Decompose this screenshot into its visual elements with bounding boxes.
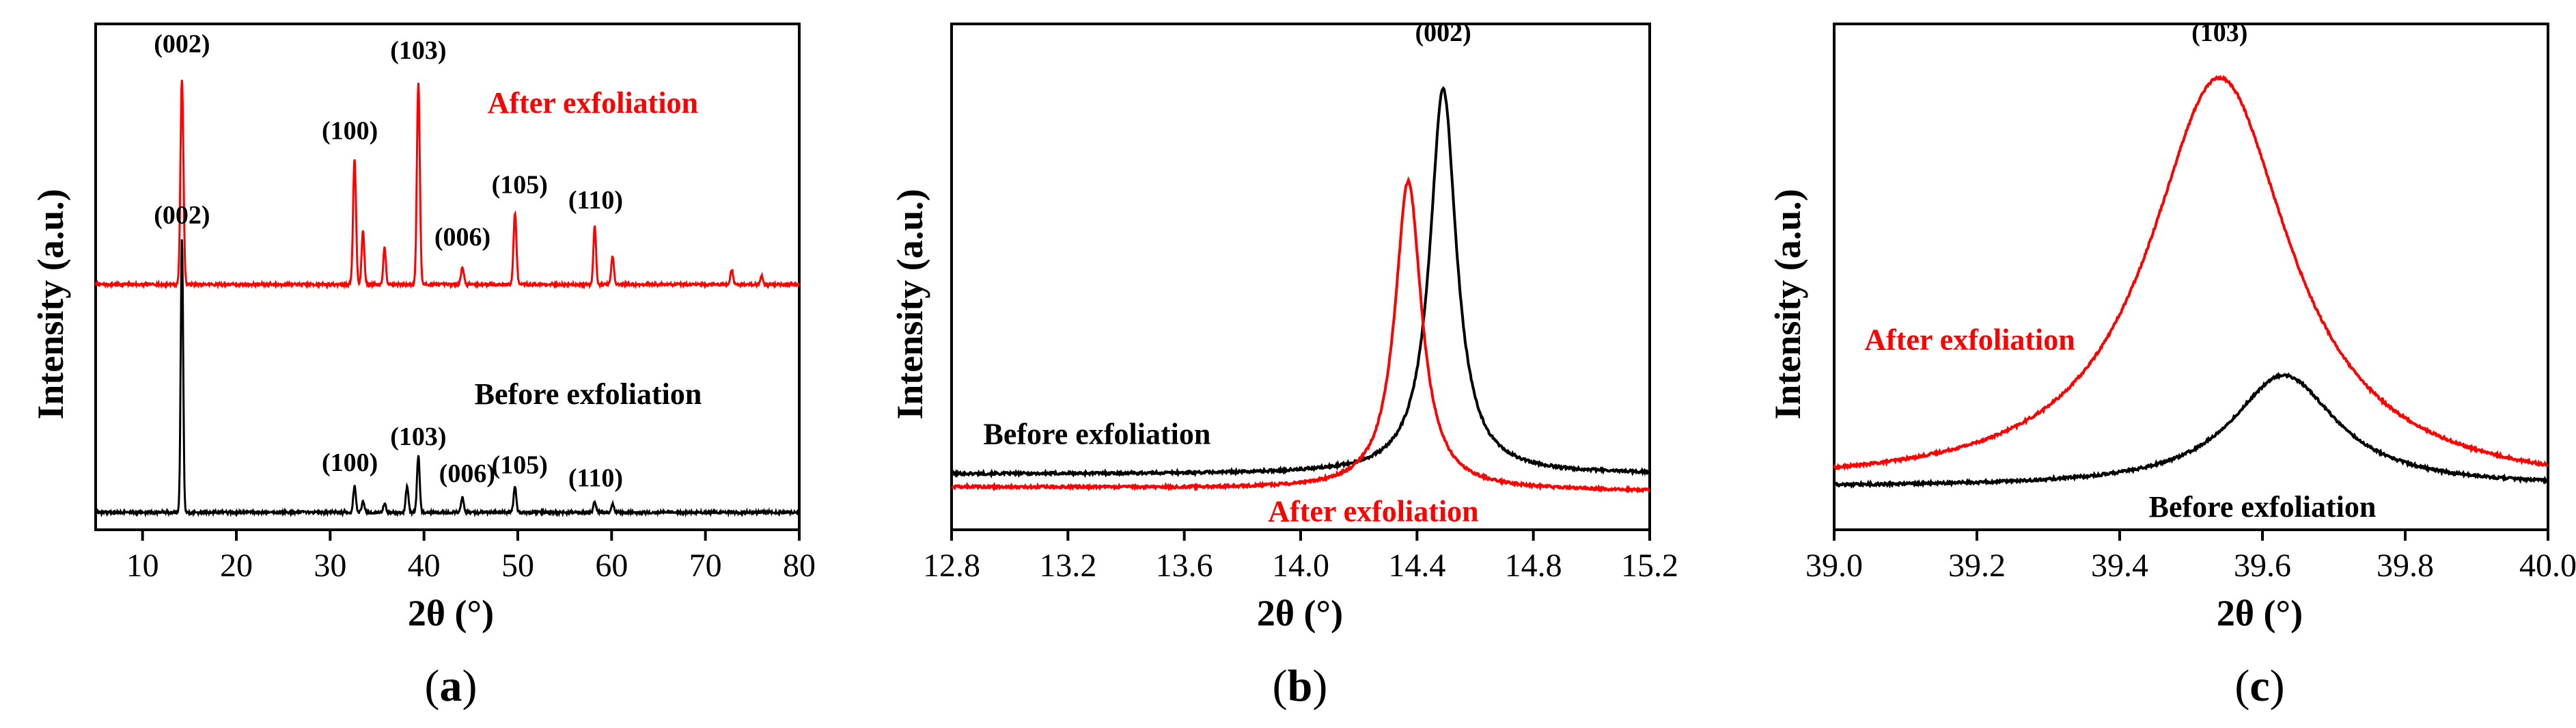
chart-a-series-label: Before exfoliation — [475, 377, 702, 411]
chart-a-xtick-label: 20 — [220, 548, 253, 584]
chart-c: 39.0 39.2 39.4 39.6 39.8 40.0 (103) After exfol… — [1767, 18, 2576, 711]
chart-b-xtick-label: 13.6 — [1156, 548, 1213, 584]
chart-a-xtick-label: 70 — [689, 548, 722, 584]
chart-c-xtick-label: 39.6 — [2234, 548, 2291, 584]
chart-a-xtick-label: 10 — [126, 548, 159, 584]
chart-b-series-label: After exfoliation — [1268, 494, 1478, 528]
chart-c-xtick-label: 39.8 — [2377, 548, 2434, 584]
chart-a-xlabel: 2θ (°) — [408, 593, 494, 634]
chart-b-frame — [950, 23, 1651, 531]
chart-a-peak-label: (006) — [434, 223, 490, 252]
chart-a-series-line — [94, 239, 801, 518]
chart-c-series-line — [1833, 371, 2549, 489]
chart-a-series-line — [94, 79, 801, 290]
chart-a-peak-label: (100) — [322, 116, 378, 145]
chart-c-xlabel: 2θ (°) — [2217, 593, 2303, 634]
chart-a-panel-label: (a) — [425, 661, 477, 711]
chart-a-xtick-label: 50 — [501, 548, 534, 584]
chart-b-plot: 12.8 13.2 13.6 14.0 14.4 14.8 15.2 (002) Before … — [923, 18, 1678, 584]
chart-c-panel-letter: c — [2249, 661, 2269, 711]
chart-a-plot: 10 20 30 40 50 60 70 80(002)(100)(103)(006)(105… — [94, 23, 816, 584]
chart-a-peak-label: (002) — [154, 201, 210, 230]
chart-b-xtick-label: 14.0 — [1272, 548, 1329, 584]
chart-b-ylabel: Intensity (a.u.) — [889, 189, 930, 420]
chart-a-series-label: After exfoliation — [488, 86, 698, 120]
chart-a-panel-letter: a — [440, 661, 462, 711]
chart-c-xtick-label: 39.0 — [1805, 548, 1863, 584]
chart-a-frame — [94, 23, 801, 531]
chart-a-peak-label: (103) — [390, 422, 446, 451]
chart-c-ylabel: Intensity (a.u.) — [1767, 189, 1808, 420]
chart-a-xtick-label: 80 — [783, 548, 816, 584]
chart-b-series-line — [951, 85, 1651, 478]
chart-a-xtick-label: 30 — [314, 548, 346, 584]
chart-b-xtick-label: 14.4 — [1388, 548, 1445, 584]
chart-a-peak-label: (002) — [154, 29, 210, 58]
chart-c-series-line — [1833, 75, 2549, 471]
chart-c-frame — [1833, 23, 2549, 531]
chart-a-peak-label: (105) — [492, 450, 548, 479]
chart-a-xtick-label: 40 — [408, 548, 441, 584]
chart-a-xtick-label: 60 — [595, 548, 628, 584]
chart-a-peak-label: (110) — [568, 186, 623, 215]
chart-c-series-label: After exfoliation — [1864, 323, 2075, 357]
chart-a-ylabel: Intensity (a.u.) — [30, 189, 71, 420]
chart-c-series-label: Before exfoliation — [2149, 490, 2377, 524]
chart-b-xtick-label: 13.2 — [1039, 548, 1096, 584]
chart-c-panel-label: (c) — [2234, 661, 2284, 711]
chart-c-peak-label: (103) — [2191, 18, 2247, 47]
chart-a-peak-label: (110) — [568, 463, 623, 492]
chart-c-xtick-label: 39.2 — [1948, 548, 2006, 584]
chart-b-xtick-label: 12.8 — [923, 548, 980, 584]
chart-a-peak-label: (100) — [322, 448, 378, 477]
chart-b-xtick-label: 15.2 — [1621, 548, 1678, 584]
chart-a-peak-label: (105) — [492, 171, 548, 200]
chart-b-xlabel: 2θ (°) — [1257, 593, 1343, 634]
chart-a: 10 20 30 40 50 60 70 80(002)(100)(103)(006)(105… — [30, 23, 816, 711]
chart-c-plot: 39.0 39.2 39.4 39.6 39.8 40.0 (103) After exfol… — [1805, 18, 2576, 584]
chart-b-series-label: Before exfoliation — [984, 418, 1211, 451]
chart-b-panel-letter: b — [1288, 661, 1313, 711]
chart-c-xtick-label: 39.4 — [2091, 548, 2148, 584]
chart-b-peak-label: (002) — [1415, 18, 1471, 47]
chart-a-peak-label: (006) — [439, 459, 495, 488]
chart-b-xtick-label: 14.8 — [1505, 548, 1562, 584]
chart-c-xtick-label: 40.0 — [2519, 548, 2576, 584]
chart-b-series-line — [951, 176, 1650, 494]
chart-b: 12.8 13.2 13.6 14.0 14.4 14.8 15.2 (002) Before … — [889, 18, 1678, 711]
chart-a-peak-label: (103) — [390, 36, 446, 65]
chart-b-panel-label: (b) — [1273, 661, 1328, 711]
